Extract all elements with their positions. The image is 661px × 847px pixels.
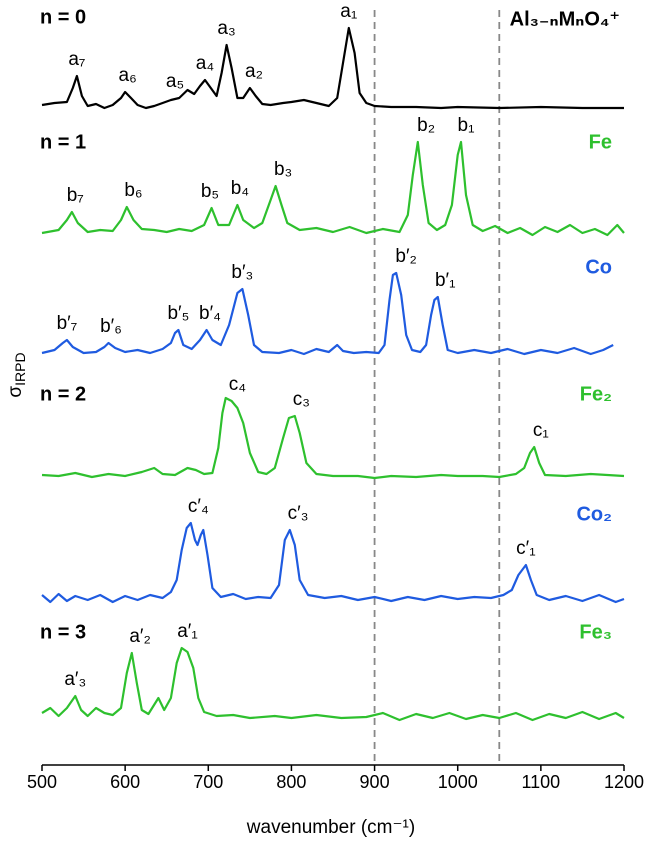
peak-label: a₆	[119, 65, 137, 86]
spectrum-line	[41, 646, 625, 722]
peak-label: a₅	[166, 71, 184, 92]
group-label: n = 0	[40, 6, 86, 28]
peak-label: b₂	[417, 115, 435, 136]
peak-label: b₁	[458, 115, 475, 136]
peak-label: c₁	[533, 420, 549, 441]
peak-label: a₂	[245, 61, 263, 82]
peak-label: b₄	[231, 178, 250, 199]
x-tick-label: 1000	[438, 772, 478, 792]
series-label: Fe	[589, 131, 612, 153]
spectrum-line	[41, 140, 625, 237]
peak-label: b′₆	[100, 316, 122, 337]
series-label: Fe₂	[580, 383, 612, 405]
spectrum-line	[41, 396, 625, 480]
x-tick-label: 900	[360, 772, 390, 792]
peak-label: b₅	[201, 181, 219, 202]
peak-label: a′₃	[64, 669, 86, 690]
y-axis-label: σIRPD	[5, 352, 28, 397]
spectrum-line	[41, 271, 614, 356]
peak-label: c₄	[229, 374, 247, 395]
peak-label: c′₃	[288, 503, 309, 524]
peak-label: c′₄	[188, 496, 209, 517]
series-label: Co₂	[576, 503, 612, 525]
peak-label: b₃	[274, 159, 292, 180]
peak-label: a₇	[68, 49, 85, 70]
x-axis-label: wavenumber (cm⁻¹)	[246, 817, 415, 838]
series-label: Co	[585, 256, 612, 278]
x-tick-label: 600	[110, 772, 140, 792]
peak-label: a′₁	[177, 621, 198, 642]
x-tick-label: 1100	[521, 772, 560, 792]
peak-label: b′₁	[435, 270, 456, 291]
group-label: n = 2	[40, 383, 86, 405]
peak-label: c′₁	[516, 538, 535, 559]
group-label: n = 3	[40, 621, 86, 643]
peak-label: a′₂	[129, 626, 151, 647]
peak-label: a₁	[340, 1, 357, 22]
peak-label: b′₂	[395, 246, 417, 267]
chart-title: Al₃₋ₙMₙO₄⁺	[510, 8, 620, 30]
peak-label: b′₅	[167, 303, 189, 324]
peak-label: b′₃	[231, 262, 253, 283]
x-tick-label: 700	[193, 772, 223, 792]
spectrum-line	[41, 26, 624, 110]
peak-label: c₃	[293, 389, 310, 410]
y-label-symbol: σ	[5, 386, 26, 398]
peak-label: a₄	[196, 53, 215, 74]
y-label-subscript: IRPD	[12, 352, 28, 385]
x-tick-label: 800	[276, 772, 306, 792]
peak-label: b′₇	[57, 313, 78, 334]
x-tick-label: 500	[27, 772, 57, 792]
peak-label: b₇	[67, 185, 84, 206]
peak-label: b₆	[124, 180, 142, 201]
peak-label: b′₄	[199, 303, 221, 324]
group-label: n = 1	[40, 131, 86, 153]
spectrum-line	[41, 521, 625, 604]
peak-label: a₃	[217, 18, 235, 39]
x-tick-label: 1200	[604, 772, 644, 792]
series-label: Fe₃	[579, 621, 612, 643]
